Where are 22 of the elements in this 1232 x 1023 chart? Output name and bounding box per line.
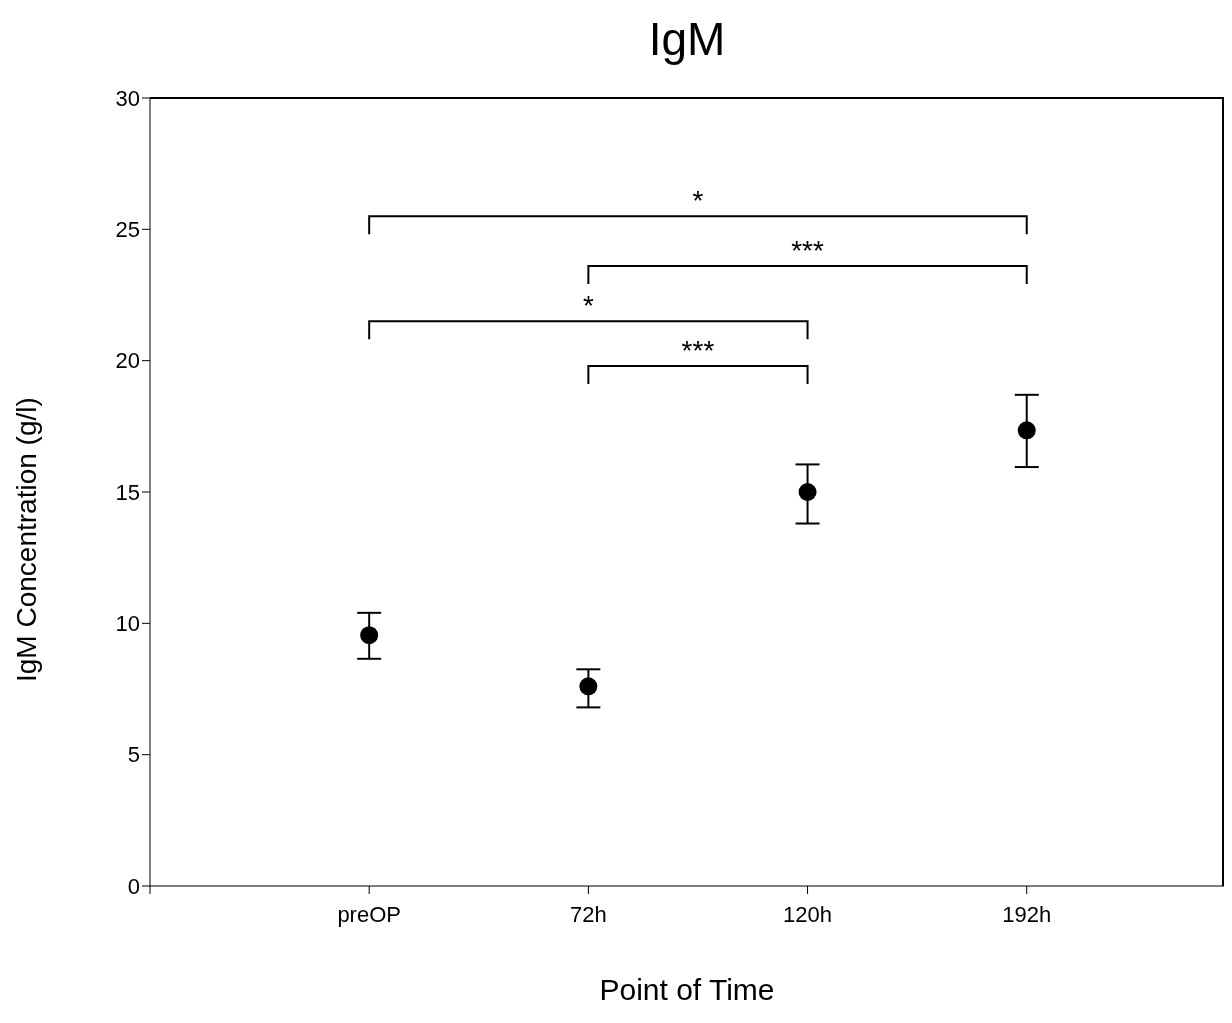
annotation: * bbox=[692, 185, 704, 217]
point bbox=[1017, 421, 1036, 440]
y-tick-label: 25 bbox=[115, 217, 140, 243]
x-tick-label: 120h bbox=[783, 901, 833, 927]
y-tick-label: 0 bbox=[127, 873, 140, 899]
x-tick-label: 72h bbox=[570, 901, 607, 927]
y-tick-label: 5 bbox=[127, 742, 140, 768]
x-tick-label: preOP bbox=[337, 901, 401, 927]
y-tick-label: 15 bbox=[115, 479, 140, 505]
point bbox=[360, 626, 379, 645]
y-axis-title: IgM Concentration (g/l) bbox=[10, 397, 42, 682]
annotation: *** bbox=[681, 334, 715, 366]
point bbox=[798, 483, 817, 501]
x-tick-label: 192h bbox=[1002, 901, 1052, 927]
y-tick-label: 30 bbox=[115, 85, 140, 111]
x-axis-title: Point of Time bbox=[599, 973, 775, 1006]
annotation: *** bbox=[791, 235, 824, 267]
point bbox=[579, 677, 598, 696]
y-tick-label: 20 bbox=[115, 348, 140, 374]
y-tick-label: 10 bbox=[115, 611, 140, 637]
annotation: * bbox=[582, 290, 594, 322]
chart-title: IgM bbox=[647, 12, 727, 67]
